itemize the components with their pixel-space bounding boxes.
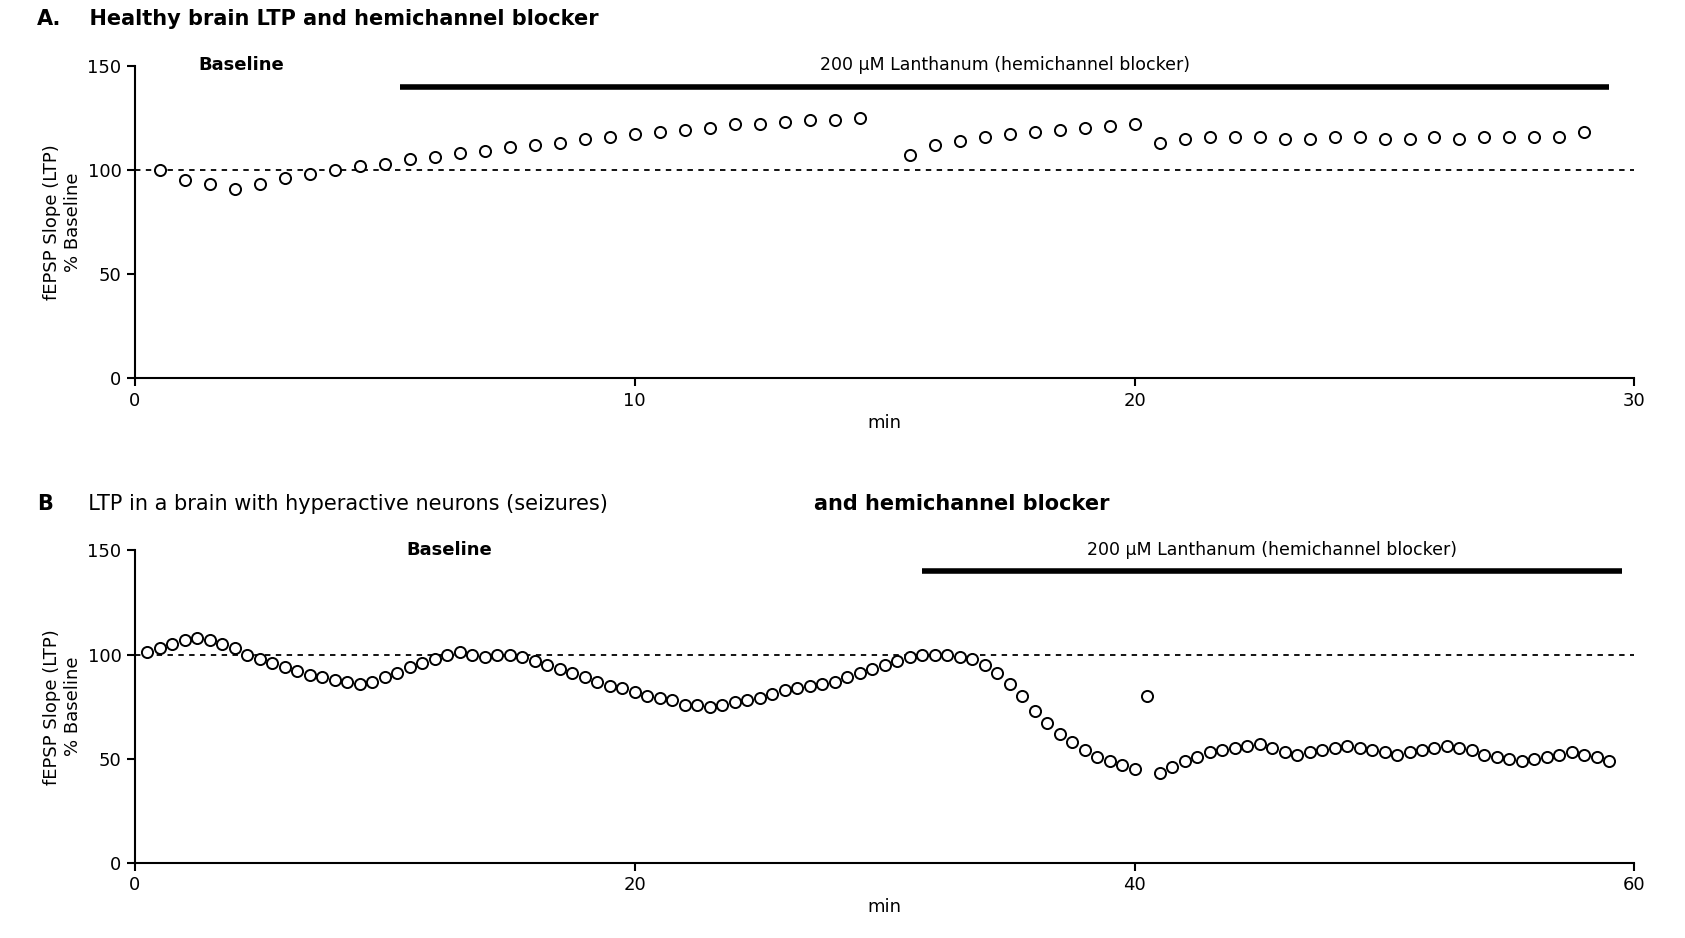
Text: Baseline: Baseline	[197, 56, 283, 74]
Text: A.: A.	[37, 9, 62, 29]
Text: and hemichannel blocker: and hemichannel blocker	[814, 494, 1110, 514]
Text: 200 μM Lanthanum (hemichannel blocker): 200 μM Lanthanum (hemichannel blocker)	[819, 56, 1190, 74]
Text: Healthy brain LTP and hemichannel blocker: Healthy brain LTP and hemichannel blocke…	[74, 9, 598, 29]
X-axis label: min: min	[868, 899, 901, 916]
Text: Baseline: Baseline	[406, 540, 492, 559]
Text: LTP in a brain with hyperactive neurons (seizures): LTP in a brain with hyperactive neurons …	[74, 494, 615, 514]
X-axis label: min: min	[868, 414, 901, 431]
Text: 200 μM Lanthanum (hemichannel blocker): 200 μM Lanthanum (hemichannel blocker)	[1087, 540, 1458, 559]
Y-axis label: fEPSP Slope (LTP)
% Baseline: fEPSP Slope (LTP) % Baseline	[44, 628, 83, 784]
Y-axis label: fEPSP Slope (LTP)
% Baseline: fEPSP Slope (LTP) % Baseline	[44, 144, 83, 300]
Text: B: B	[37, 494, 54, 514]
